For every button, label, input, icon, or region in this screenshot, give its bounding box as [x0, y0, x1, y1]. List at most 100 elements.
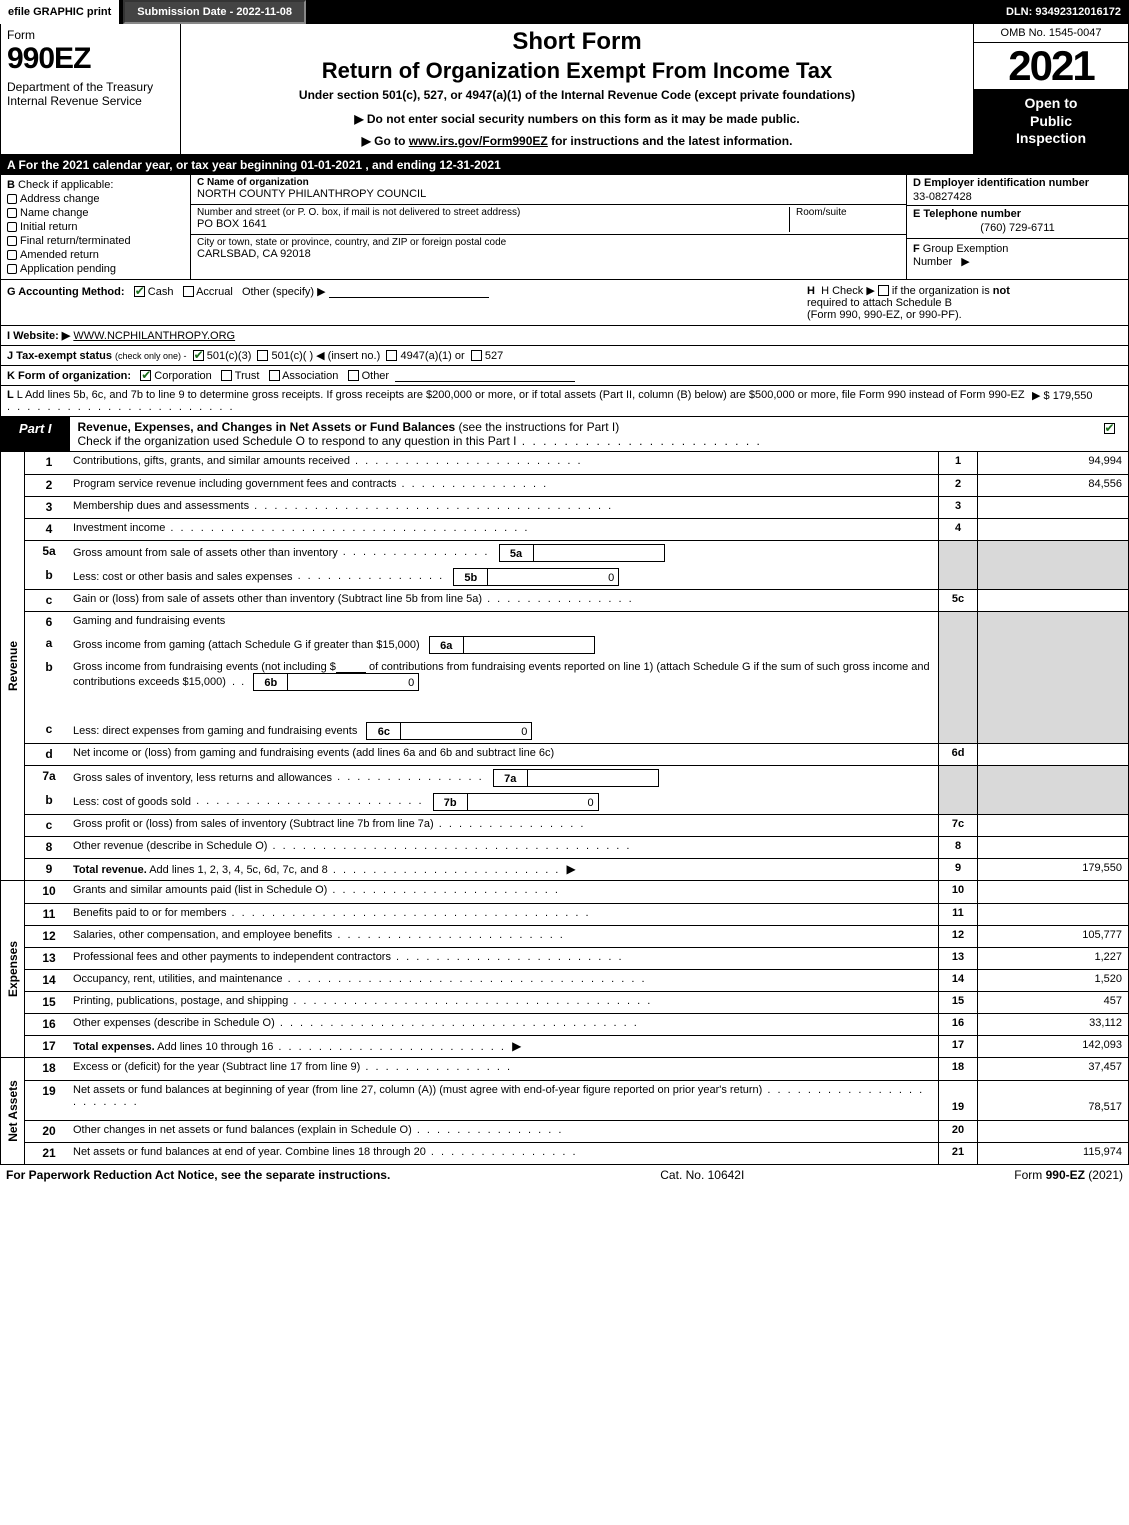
ln5c-col: 5c [938, 590, 978, 611]
ln6b-mb: 6b [254, 674, 288, 690]
l-value: 179,550 [1053, 390, 1093, 402]
b-item-amended: Amended return [20, 249, 99, 261]
ln6-num: 6 [25, 612, 73, 633]
j-4947: 4947(a)(1) or [400, 350, 464, 362]
ln21-val: 115,974 [978, 1143, 1128, 1164]
checkbox-other-org[interactable] [348, 370, 359, 381]
e-phone-value: (760) 729-6711 [907, 222, 1128, 239]
g-label: G Accounting Method: [7, 286, 125, 298]
l-arrow: ▶ $ [1032, 390, 1050, 402]
checkbox-address-change[interactable] [7, 194, 17, 204]
checkbox-501c3[interactable] [193, 350, 204, 361]
org-name: NORTH COUNTY PHILANTHROPY COUNCIL [197, 188, 900, 200]
ln7b-mb: 7b [434, 794, 468, 810]
h-box: H H Check ▶ if the organization is not r… [797, 284, 1122, 321]
checkbox-cash[interactable] [134, 286, 145, 297]
checkbox-trust[interactable] [221, 370, 232, 381]
checkbox-accrual[interactable] [183, 286, 194, 297]
ln8-desc: Other revenue (describe in Schedule O) [73, 840, 267, 852]
row-a-tax-year: A For the 2021 calendar year, or tax yea… [0, 155, 1129, 175]
d-ein-value: 33-0827428 [907, 191, 1128, 206]
ln6c-num: c [25, 719, 73, 743]
ln6d-desc: Net income or (loss) from gaming and fun… [73, 747, 554, 759]
ln7c-col: 7c [938, 815, 978, 836]
ln16-val: 33,112 [978, 1014, 1128, 1035]
ln2-num: 2 [25, 475, 73, 496]
ln14-num: 14 [25, 970, 73, 991]
part-i-header: Part I Revenue, Expenses, and Changes in… [0, 417, 1129, 452]
ln9-val: 179,550 [978, 859, 1128, 880]
part-i-subtitle: Check if the organization used Schedule … [78, 434, 517, 448]
ln6d-col: 6d [938, 744, 978, 765]
side-label-expenses: Expenses [1, 881, 25, 1057]
ln3-num: 3 [25, 497, 73, 518]
footer-form-num: 990-EZ [1046, 1168, 1085, 1182]
ln2-desc: Program service revenue including govern… [73, 478, 396, 490]
ln15-desc: Printing, publications, postage, and shi… [73, 995, 288, 1007]
b-item-initial: Initial return [20, 221, 77, 233]
ln17-val: 142,093 [978, 1036, 1128, 1057]
checkbox-name-change[interactable] [7, 208, 17, 218]
ln3-val [978, 497, 1128, 518]
k-other: Other [362, 370, 390, 382]
irs-link[interactable]: www.irs.gov/Form990EZ [409, 134, 548, 148]
footer-cat-no: Cat. No. 10642I [660, 1168, 744, 1182]
website-value[interactable]: WWW.NCPHILANTHROPY.ORG [73, 330, 235, 342]
ln10-desc: Grants and similar amounts paid (list in… [73, 884, 327, 896]
ln10-num: 10 [25, 881, 73, 903]
ln6c-desc: Less: direct expenses from gaming and fu… [73, 724, 357, 736]
j-sub: (check only one) - [115, 351, 187, 361]
ln19-num: 19 [25, 1081, 73, 1120]
efile-print-label[interactable]: efile GRAPHIC print [0, 0, 121, 24]
ln6b-col [938, 657, 978, 719]
goto-line: ▶ Go to www.irs.gov/Form990EZ for instru… [191, 134, 963, 148]
page-footer: For Paperwork Reduction Act Notice, see … [0, 1165, 1129, 1185]
part-i-title: Revenue, Expenses, and Changes in Net As… [78, 420, 456, 434]
ln4-desc: Investment income [73, 522, 165, 534]
ln7a-num: 7a [25, 766, 73, 790]
goto-post: for instructions and the latest informat… [548, 134, 793, 148]
checkbox-final-return[interactable] [7, 236, 17, 246]
ln5a-num: 5a [25, 541, 73, 565]
ln17-num: 17 [25, 1036, 73, 1057]
ln13-desc: Professional fees and other payments to … [73, 951, 391, 963]
ln20-desc: Other changes in net assets or fund bala… [73, 1124, 412, 1136]
j-label: J Tax-exempt status [7, 350, 112, 362]
checkbox-501c[interactable] [257, 350, 268, 361]
ln5b-desc: Less: cost or other basis and sales expe… [73, 570, 293, 582]
footer-right-post: (2021) [1085, 1168, 1123, 1182]
return-title: Return of Organization Exempt From Incom… [191, 58, 963, 84]
ln6c-mb: 6c [367, 723, 401, 739]
part-i-tab: Part I [1, 417, 70, 451]
ln6b-num: b [25, 657, 73, 719]
form-number: 990EZ [7, 42, 174, 76]
row-k-org-form: K Form of organization: Corporation Trus… [0, 366, 1129, 386]
checkbox-association[interactable] [269, 370, 280, 381]
ln11-desc: Benefits paid to or for members [73, 907, 226, 919]
c-name-label: C Name of organization [197, 177, 309, 188]
checkbox-schedule-o[interactable] [1104, 423, 1115, 434]
d-ein-label: D Employer identification number [907, 175, 1128, 191]
checkbox-corporation[interactable] [140, 370, 151, 381]
short-form-title: Short Form [191, 28, 963, 56]
b-item-final: Final return/terminated [20, 235, 131, 247]
checkbox-amended-return[interactable] [7, 250, 17, 260]
ln6a-col [938, 633, 978, 657]
h-line3: (Form 990, 990-EZ, or 990-PF). [807, 309, 962, 321]
checkbox-527[interactable] [471, 350, 482, 361]
ln9-desc2: Add lines 1, 2, 3, 4, 5c, 6d, 7c, and 8 [147, 864, 328, 876]
c-street-label: Number and street (or P. O. box, if mail… [197, 207, 783, 218]
ln7c-val [978, 815, 1128, 836]
org-city: CARLSBAD, CA 92018 [197, 248, 900, 260]
ln5a-val [978, 541, 1128, 565]
i-label: I Website: ▶ [7, 330, 70, 342]
column-d-e-f: D Employer identification number 33-0827… [906, 175, 1128, 279]
footer-right-pre: Form [1014, 1168, 1045, 1182]
k-other-line [395, 369, 575, 382]
ln6d-val [978, 744, 1128, 765]
department-label: Department of the TreasuryInternal Reven… [7, 80, 174, 109]
checkbox-4947a1[interactable] [386, 350, 397, 361]
checkbox-h[interactable] [878, 285, 889, 296]
checkbox-initial-return[interactable] [7, 222, 17, 232]
checkbox-application-pending[interactable] [7, 264, 17, 274]
